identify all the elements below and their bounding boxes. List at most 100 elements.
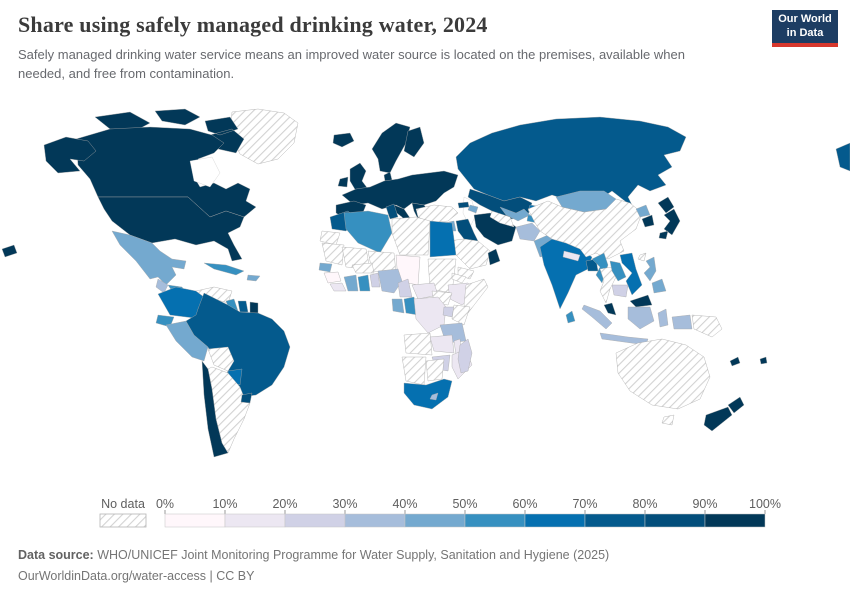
country-nepal[interactable]	[562, 250, 581, 262]
country-somalia[interactable]	[463, 278, 489, 314]
country-botswana[interactable]	[425, 358, 445, 382]
country-fiji[interactable]	[759, 356, 768, 365]
map-legend: No data 0% 10% 20% 30% 40% 50% 60% 70% 8…	[0, 492, 850, 536]
legend-bin-9[interactable]	[704, 513, 766, 528]
country-vietnam[interactable]	[619, 252, 643, 296]
country-canada-islands[interactable]	[94, 108, 245, 154]
country-lesotho[interactable]	[429, 392, 439, 401]
country-uganda[interactable]	[442, 306, 455, 318]
footer-source-line: Data source: WHO/UNICEF Joint Monitoring…	[18, 545, 832, 566]
country-gabon[interactable]	[391, 298, 405, 314]
country-europe-mainland[interactable]	[341, 170, 459, 210]
legend-bin-5[interactable]	[464, 513, 526, 528]
country-ireland[interactable]	[337, 176, 349, 188]
legend-bin-8[interactable]	[644, 513, 706, 528]
legend-bin-0[interactable]	[164, 513, 226, 528]
country-cote-divoire[interactable]	[343, 274, 359, 292]
footer: Data source: WHO/UNICEF Joint Monitoring…	[18, 545, 832, 588]
country-finland[interactable]	[403, 126, 425, 158]
country-sri-lanka[interactable]	[565, 310, 576, 324]
country-laos[interactable]	[609, 260, 627, 282]
country-zambia[interactable]	[429, 334, 455, 354]
country-cuba[interactable]	[203, 262, 245, 276]
country-tasmania[interactable]	[661, 414, 675, 426]
country-mauritania[interactable]	[321, 242, 345, 266]
country-papua-new-guinea[interactable]	[691, 314, 723, 338]
world-map	[0, 108, 850, 490]
page-subtitle: Safely managed drinking water service me…	[18, 47, 685, 81]
legend-bin-3[interactable]	[344, 513, 406, 528]
country-algeria[interactable]	[343, 210, 393, 254]
country-guinea[interactable]	[323, 271, 342, 284]
country-alaska[interactable]	[43, 136, 97, 174]
country-suriname[interactable]	[237, 300, 249, 313]
country-cameroon[interactable]	[397, 278, 413, 298]
no-data-label: No data	[101, 497, 145, 511]
country-senegal[interactable]	[318, 262, 333, 273]
legend-bin-6[interactable]	[524, 513, 586, 528]
country-afghanistan[interactable]	[515, 222, 541, 242]
country-uruguay[interactable]	[240, 392, 253, 404]
country-french-guiana[interactable]	[249, 301, 259, 314]
country-south-africa[interactable]	[403, 378, 453, 410]
country-bolivia[interactable]	[207, 346, 235, 372]
owid-logo[interactable]: Our World in Data	[772, 10, 838, 47]
country-eritrea[interactable]	[451, 272, 467, 284]
country-azerbaijan[interactable]	[467, 204, 479, 214]
country-egypt[interactable]	[429, 220, 457, 258]
country-oman[interactable]	[487, 248, 501, 266]
country-tunisia[interactable]	[385, 203, 399, 220]
country-new-zealand[interactable]	[703, 396, 745, 432]
country-hispaniola[interactable]	[246, 274, 261, 282]
legend-tick-9: 90%	[692, 497, 717, 511]
footer-credit-line: OurWorldinData.org/water-access | CC BY	[18, 566, 832, 587]
country-nigeria[interactable]	[377, 268, 403, 294]
data-source-label: Data source:	[18, 548, 94, 562]
country-south-korea[interactable]	[641, 214, 655, 228]
country-japan[interactable]	[657, 196, 681, 240]
country-saudi-arabia[interactable]	[447, 238, 491, 270]
owid-link[interactable]: OurWorldinData.org/water-access	[18, 569, 207, 584]
country-uk[interactable]	[349, 162, 369, 192]
country-sierra-leone-liberia[interactable]	[329, 282, 347, 292]
legend-tick-10: 100%	[749, 497, 781, 511]
legend-bin-7[interactable]	[584, 513, 646, 528]
country-philippines[interactable]	[643, 256, 667, 294]
country-iraq[interactable]	[455, 218, 479, 242]
country-malaysia[interactable]	[603, 294, 653, 316]
legend-tick-5: 50%	[452, 497, 477, 511]
legend-bin-1[interactable]	[224, 513, 286, 528]
country-togo-benin[interactable]	[369, 272, 381, 288]
country-georgia[interactable]	[457, 201, 470, 209]
country-ghana[interactable]	[357, 274, 371, 292]
country-mexico[interactable]	[111, 230, 187, 286]
country-north-korea[interactable]	[635, 204, 651, 218]
country-new-caledonia[interactable]	[729, 356, 741, 367]
legend-svg: No data 0% 10% 20% 30% 40% 50% 60% 70% 8…	[99, 497, 781, 528]
country-australia[interactable]	[615, 338, 711, 410]
country-chile[interactable]	[201, 360, 229, 458]
country-iceland[interactable]	[332, 132, 355, 148]
country-turkmenistan[interactable]	[489, 210, 515, 228]
country-hawaii[interactable]	[1, 244, 18, 258]
country-denmark[interactable]	[383, 171, 393, 182]
legend-tick-6: 60%	[512, 497, 537, 511]
country-madagascar[interactable]	[457, 338, 473, 374]
country-indonesia[interactable]	[581, 304, 693, 346]
country-burkina-faso[interactable]	[351, 262, 375, 274]
legend-bin-4[interactable]	[404, 513, 466, 528]
country-libya[interactable]	[391, 216, 431, 256]
logo-line2: in Data	[786, 26, 824, 39]
country-uzbekistan[interactable]	[499, 206, 531, 222]
country-taiwan[interactable]	[637, 252, 647, 262]
country-norway-sweden[interactable]	[371, 122, 411, 174]
country-mongolia[interactable]	[555, 190, 617, 213]
country-angola[interactable]	[403, 332, 433, 356]
country-cambodia[interactable]	[611, 284, 629, 298]
legend-bin-2[interactable]	[284, 513, 346, 528]
country-namibia[interactable]	[401, 356, 427, 386]
no-data-swatch[interactable]	[99, 513, 147, 528]
world-map-svg	[1, 108, 850, 458]
country-kenya[interactable]	[451, 304, 471, 326]
